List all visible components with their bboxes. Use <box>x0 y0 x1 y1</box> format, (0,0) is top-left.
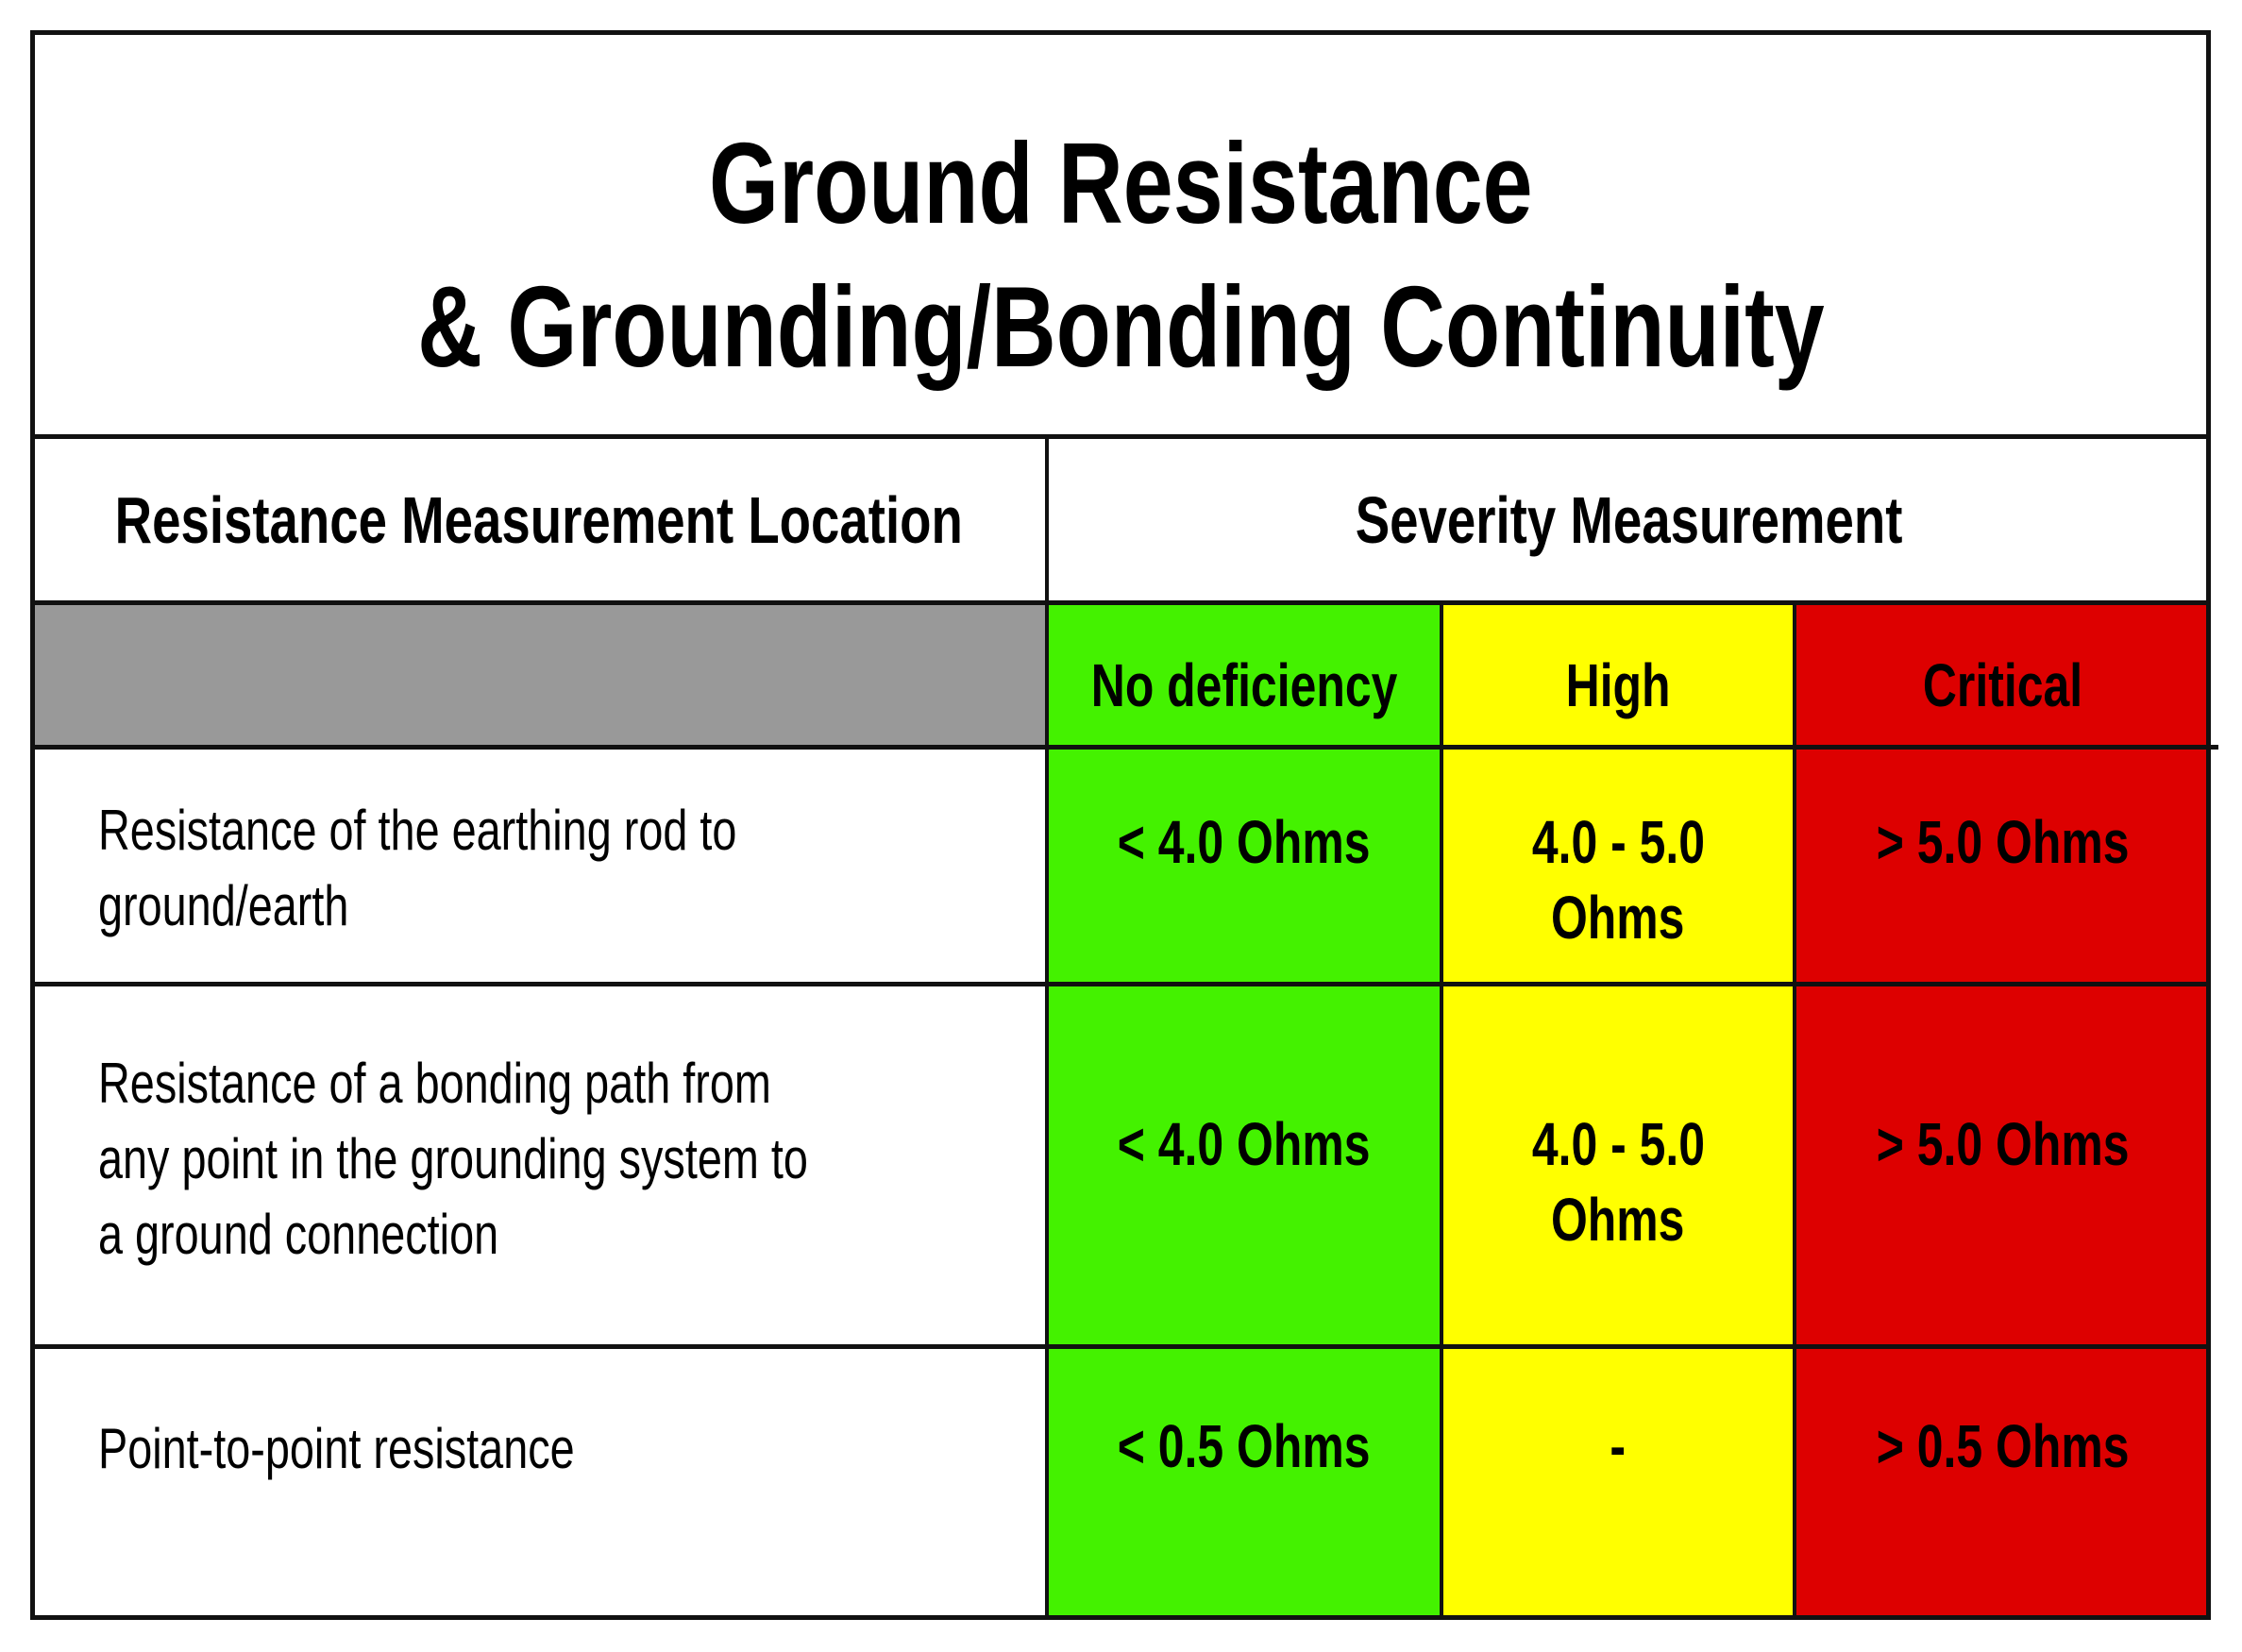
divider-header <box>30 600 2211 605</box>
subheader-blank-cell <box>35 603 1047 747</box>
row-3-location: Point-to-point resistance <box>98 1417 575 1480</box>
divider-row-1 <box>30 982 2211 986</box>
title-line-2: & Grounding/Bonding Continuity <box>416 262 1825 391</box>
divider-subheader <box>30 745 2218 750</box>
red-column-fill <box>1795 603 2211 1620</box>
row-1-location: Resistance of the earthing rod to ground… <box>98 799 737 937</box>
divider-col-location <box>1045 436 1049 1620</box>
page-title: Ground Resistance & Grounding/Bonding Co… <box>30 104 2211 406</box>
row-2-location: Resistance of a bonding path from any po… <box>98 1052 808 1266</box>
severity-level-critical: Critical <box>1922 650 2083 719</box>
row-3-no-deficiency: < 0.5 Ohms <box>1118 1412 1371 1480</box>
row-1-critical: > 5.0 Ohms <box>1876 808 2130 876</box>
row-3-critical: > 0.5 Ohms <box>1876 1412 2130 1480</box>
green-column-fill <box>1047 603 1441 1620</box>
row-2-no-deficiency: < 4.0 Ohms <box>1118 1110 1371 1178</box>
yellow-column-fill <box>1441 603 1795 1620</box>
title-line-1: Ground Resistance <box>708 119 1533 247</box>
table-outer-border <box>30 30 2211 1620</box>
severity-column-header: Severity Measurement <box>1355 482 1903 557</box>
divider-col-yellow <box>1793 603 1796 1620</box>
row-3-high: - <box>1610 1412 1627 1480</box>
row-1-no-deficiency: < 4.0 Ohms <box>1118 808 1371 876</box>
location-column-header: Resistance Measurement Location <box>114 482 963 557</box>
divider-row-2 <box>30 1344 2211 1349</box>
severity-level-no-deficiency: No deficiency <box>1090 650 1398 719</box>
row-2-high: 4.0 - 5.0 Ohms <box>1531 1110 1705 1254</box>
severity-level-high: High <box>1565 650 1671 719</box>
row-2-critical: > 5.0 Ohms <box>1876 1110 2130 1178</box>
divider-title <box>30 434 2211 439</box>
row-1-high: 4.0 - 5.0 Ohms <box>1531 808 1705 952</box>
divider-col-green <box>1440 603 1443 1620</box>
